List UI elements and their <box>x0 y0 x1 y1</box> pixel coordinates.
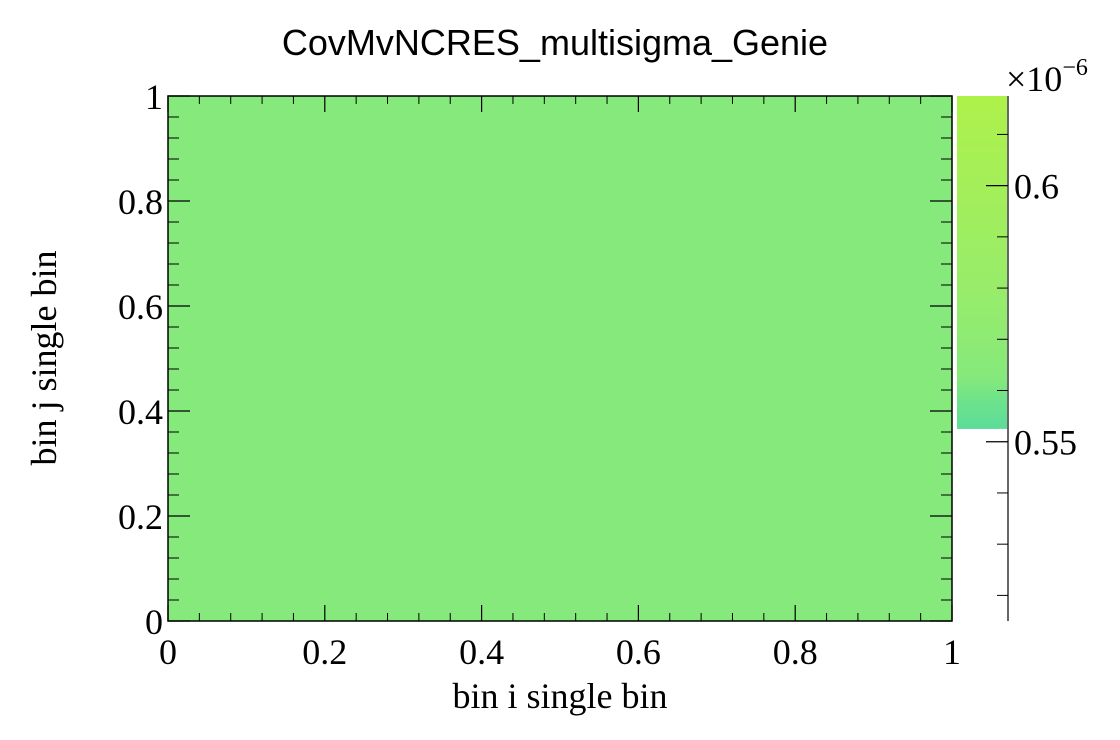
y-tick-label: 0.4 <box>118 392 163 432</box>
y-axis-label: bin j single bin <box>24 251 64 466</box>
y-tick-label: 1 <box>145 77 163 117</box>
colorbar-gradient <box>957 96 1007 429</box>
x-tick-label: 1 <box>943 632 961 672</box>
x-axis-label: bin i single bin <box>453 676 668 716</box>
y-tick-label: 0.2 <box>118 497 163 537</box>
y-tick-label: 0.8 <box>118 182 163 222</box>
x-tick-label: 0.4 <box>459 632 504 672</box>
y-tick-label: 0 <box>145 602 163 642</box>
colorbar-exponent-base: ×10 <box>1006 59 1062 99</box>
x-tick-label: 0.6 <box>616 632 661 672</box>
x-tick-label: 0 <box>159 632 177 672</box>
colorbar-exponent-power: −6 <box>1062 55 1088 81</box>
plot-frame <box>167 95 953 622</box>
colorbar-tick-label: 0.6 <box>1014 167 1059 207</box>
chart-title: CovMvNCRES_multisigma_Genie <box>281 22 829 63</box>
colorbar-exponent: ×10−6 <box>1006 55 1088 99</box>
x-tick-label: 0.8 <box>773 632 818 672</box>
x-tick-label: 0.2 <box>302 632 347 672</box>
y-tick-label: 0.6 <box>118 287 163 327</box>
colorbar-tick-label: 0.55 <box>1014 423 1077 463</box>
title-box: CovMvNCRES_multisigma_Genie <box>232 8 880 64</box>
heatmap-cell <box>168 96 952 621</box>
